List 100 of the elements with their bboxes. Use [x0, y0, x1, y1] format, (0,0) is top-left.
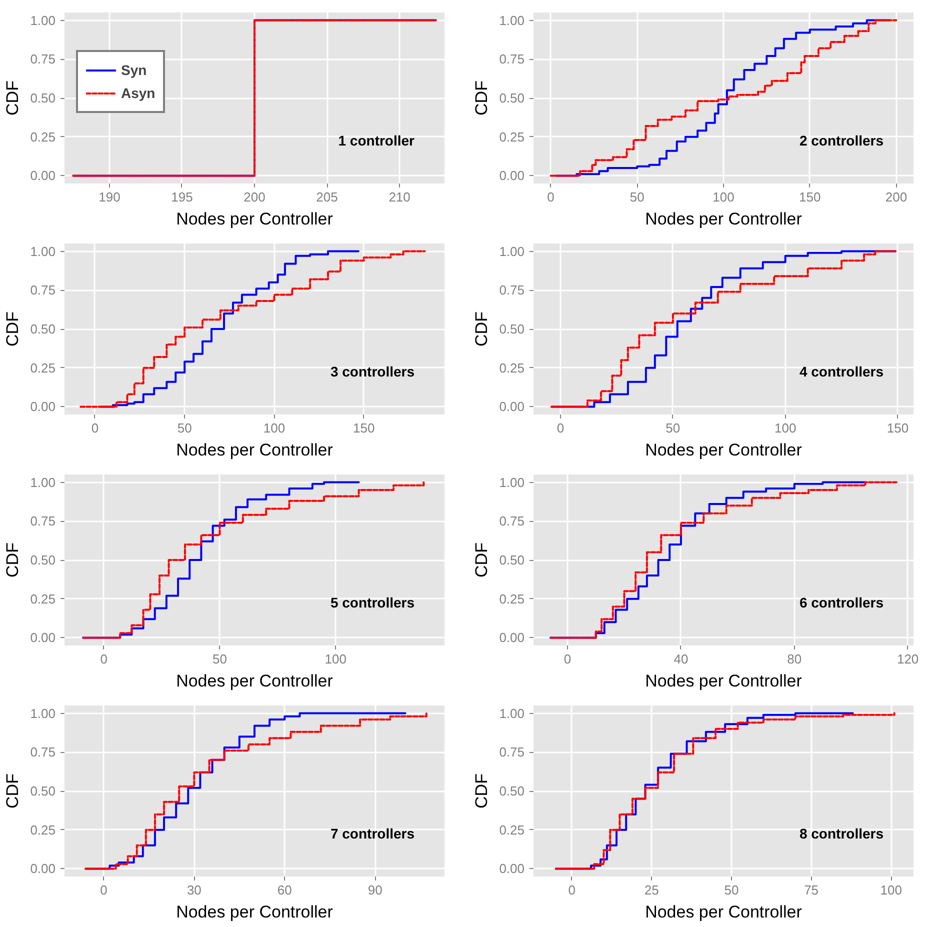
x-axis-title: Nodes per Controller: [645, 440, 802, 460]
y-tick-label: 0.00: [499, 861, 525, 876]
x-tick-label: 30: [186, 882, 202, 898]
y-tick-label: 1.00: [30, 244, 56, 259]
y-tick-label: 0.00: [499, 168, 525, 184]
x-tick-label: 75: [804, 882, 819, 898]
y-tick-label: 0.00: [30, 861, 56, 876]
x-tick-label: 50: [724, 882, 739, 898]
x-tick-label: 50: [666, 420, 680, 436]
x-tick-label: 40: [674, 652, 688, 666]
y-tick-label: 1.00: [30, 12, 56, 28]
y-axis-title: CDF: [472, 80, 492, 116]
y-tick-label: 0.00: [30, 630, 56, 646]
x-tick-label: 100: [324, 652, 346, 666]
y-tick-label: 1.00: [30, 706, 56, 721]
x-axis-title: Nodes per Controller: [176, 672, 334, 690]
x-tick-label: 0: [556, 420, 564, 436]
annotation: 7 controllers: [330, 826, 415, 842]
y-tick-label: 0.75: [30, 744, 56, 760]
x-axis-title: Nodes per Controller: [645, 672, 802, 690]
y-tick-label: 0.75: [499, 52, 525, 67]
x-tick-label: 195: [171, 190, 193, 204]
x-tick-label: 50: [177, 420, 192, 436]
x-tick-label: 150: [886, 420, 909, 436]
x-tick-label: 200: [244, 190, 266, 204]
x-tick-label: 0: [91, 420, 99, 436]
y-tick-label: 0.25: [30, 591, 56, 606]
legend-label: Asyn: [121, 85, 156, 101]
x-tick-label: 190: [98, 190, 120, 204]
y-tick-label: 0.75: [30, 282, 56, 298]
x-axis-title: Nodes per Controller: [645, 210, 802, 228]
x-tick-label: 0: [564, 652, 572, 666]
x-tick-label: 25: [644, 882, 659, 898]
x-tick-label: 80: [787, 652, 802, 666]
y-tick-label: 0.50: [499, 552, 525, 568]
y-axis-title: CDF: [472, 774, 492, 808]
x-tick-label: 200: [885, 190, 908, 204]
y-tick-label: 0.25: [30, 360, 56, 376]
x-tick-label: 205: [316, 190, 338, 204]
y-tick-label: 0.25: [499, 360, 525, 376]
x-tick-label: 50: [212, 652, 227, 666]
y-axis-title: CDF: [3, 774, 22, 808]
x-tick-label: 50: [630, 190, 644, 204]
y-tick-label: 1.00: [499, 244, 525, 259]
annotation: 1 controller: [338, 132, 416, 148]
x-axis-title: Nodes per Controller: [176, 440, 334, 460]
y-tick-label: 0.75: [499, 514, 525, 529]
y-tick-label: 0.75: [499, 282, 525, 298]
annotation: 3 controllers: [330, 364, 415, 380]
y-tick-label: 0.00: [499, 630, 525, 646]
y-tick-label: 0.25: [499, 822, 525, 838]
y-tick-label: 0.75: [30, 514, 56, 529]
y-tick-label: 0.00: [499, 399, 525, 414]
y-tick-label: 0.50: [30, 552, 56, 568]
x-tick-label: 120: [896, 652, 919, 666]
x-axis-title: Nodes per Controller: [645, 902, 802, 922]
y-tick-label: 0.50: [499, 322, 525, 336]
x-tick-label: 90: [368, 882, 382, 898]
x-tick-label: 100: [880, 882, 902, 898]
x-tick-label: 100: [774, 420, 796, 436]
x-tick-label: 60: [277, 882, 292, 898]
y-tick-label: 0.25: [499, 129, 525, 144]
x-tick-label: 100: [712, 190, 734, 204]
y-tick-label: 0.50: [499, 784, 525, 798]
y-tick-label: 1.00: [499, 12, 525, 28]
y-axis-title: CDF: [472, 542, 492, 578]
annotation: 4 controllers: [799, 364, 884, 380]
x-tick-label: 150: [799, 190, 821, 204]
y-tick-label: 0.00: [30, 399, 56, 414]
legend-label: Syn: [121, 62, 147, 78]
annotation: 8 controllers: [799, 826, 884, 842]
y-tick-label: 0.50: [499, 90, 525, 106]
x-tick-label: 0: [100, 652, 108, 666]
x-axis-title: Nodes per Controller: [176, 210, 334, 228]
y-tick-label: 0.25: [30, 129, 56, 144]
x-tick-label: 0: [568, 882, 576, 898]
x-tick-label: 0: [547, 190, 554, 204]
y-tick-label: 0.75: [30, 52, 56, 67]
x-tick-label: 100: [263, 420, 286, 436]
y-tick-label: 1.00: [30, 474, 56, 490]
y-axis-title: CDF: [3, 80, 22, 116]
x-tick-label: 150: [352, 420, 375, 436]
annotation: 6 controllers: [799, 594, 884, 610]
y-axis-title: CDF: [472, 312, 492, 346]
y-tick-label: 0.75: [499, 744, 525, 760]
y-tick-label: 0.50: [30, 784, 56, 798]
y-tick-label: 0.50: [30, 90, 56, 106]
x-tick-label: 0: [100, 882, 108, 898]
y-tick-label: 0.50: [30, 322, 56, 336]
y-tick-label: 1.00: [499, 474, 525, 490]
y-tick-label: 1.00: [499, 706, 525, 721]
y-tick-label: 0.00: [30, 168, 56, 184]
y-tick-label: 0.25: [499, 591, 525, 606]
annotation: 5 controllers: [330, 594, 415, 610]
y-axis-title: CDF: [3, 542, 22, 578]
annotation: 2 controllers: [799, 132, 884, 148]
x-tick-label: 210: [388, 190, 410, 204]
x-axis-title: Nodes per Controller: [176, 902, 334, 922]
y-tick-label: 0.25: [30, 822, 56, 838]
y-axis-title: CDF: [3, 312, 22, 346]
